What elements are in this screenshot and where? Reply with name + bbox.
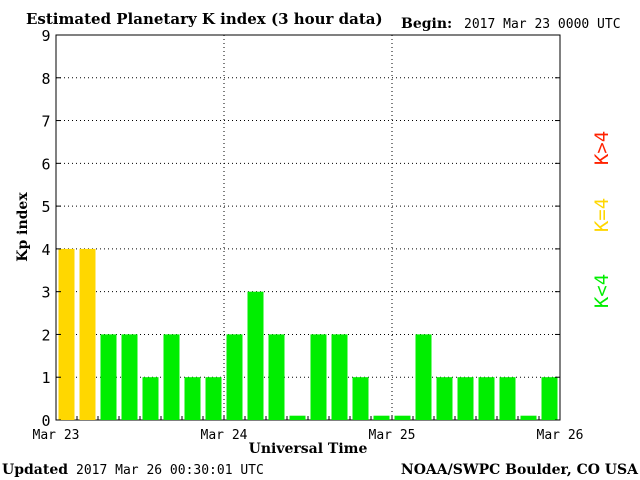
x-axis-ticks: Mar 23 Mar 24 Mar 25 Mar 26 bbox=[33, 416, 584, 443]
kp-bar bbox=[100, 334, 117, 420]
kp-bar bbox=[289, 415, 306, 420]
kp-bar bbox=[268, 334, 285, 420]
source-credit: NOAA/SWPC Boulder, CO USA bbox=[401, 462, 639, 478]
kp-bar bbox=[58, 248, 75, 420]
y-tick-label: 0 bbox=[41, 412, 50, 430]
begin-value: 2017 Mar 23 0000 UTC bbox=[464, 17, 621, 32]
y-tick-label: 6 bbox=[41, 155, 50, 173]
y-axis-ticks: 0 1 2 3 4 5 6 7 8 9 bbox=[41, 27, 560, 430]
kp-bar bbox=[205, 377, 222, 420]
kp-bar bbox=[436, 377, 453, 420]
kp-bar bbox=[163, 334, 180, 420]
kp-bar bbox=[184, 377, 201, 420]
y-tick-label: 9 bbox=[41, 27, 50, 45]
kp-bar bbox=[499, 377, 516, 420]
grid-lines bbox=[56, 35, 560, 420]
kp-bar bbox=[247, 291, 264, 420]
bars bbox=[58, 248, 558, 420]
kp-bar bbox=[478, 377, 495, 420]
kp-bar bbox=[457, 377, 474, 420]
updated-value: 2017 Mar 26 00:30:01 UTC bbox=[76, 463, 264, 478]
kp-bar bbox=[373, 415, 390, 420]
kp-bar bbox=[226, 334, 243, 420]
kp-bar bbox=[520, 415, 537, 420]
legend-k-above-4: K>4 bbox=[591, 131, 613, 165]
kp-bar bbox=[79, 248, 96, 420]
x-tick-label: Mar 24 bbox=[201, 428, 248, 443]
kp-bar bbox=[142, 377, 159, 420]
updated-label: Updated bbox=[2, 462, 68, 478]
y-tick-label: 3 bbox=[41, 284, 50, 302]
x-tick-label: Mar 23 bbox=[33, 428, 80, 443]
y-axis-label: Kp index bbox=[15, 192, 31, 262]
kp-bar bbox=[331, 334, 348, 420]
x-tick-label: Mar 25 bbox=[369, 428, 416, 443]
kp-bar bbox=[415, 334, 432, 420]
kp-bar bbox=[352, 377, 369, 420]
x-tick-label: Mar 26 bbox=[537, 428, 584, 443]
x-axis-label: Universal Time bbox=[249, 441, 368, 457]
y-tick-label: 7 bbox=[41, 113, 50, 131]
begin-label: Begin: bbox=[401, 16, 452, 32]
kp-bar bbox=[394, 415, 411, 420]
y-tick-label: 5 bbox=[41, 198, 50, 216]
kp-bar bbox=[121, 334, 138, 420]
y-tick-label: 4 bbox=[41, 241, 50, 259]
legend-k-equal-4: K=4 bbox=[591, 198, 613, 232]
kp-bar bbox=[541, 377, 558, 420]
y-tick-label: 1 bbox=[41, 369, 50, 387]
kp-bar bbox=[310, 334, 327, 420]
y-tick-label: 2 bbox=[41, 326, 50, 344]
chart-title: Estimated Planetary K index (3 hour data… bbox=[26, 10, 383, 28]
y-tick-label: 8 bbox=[41, 70, 50, 88]
legend-k-below-4: K<4 bbox=[591, 274, 613, 308]
